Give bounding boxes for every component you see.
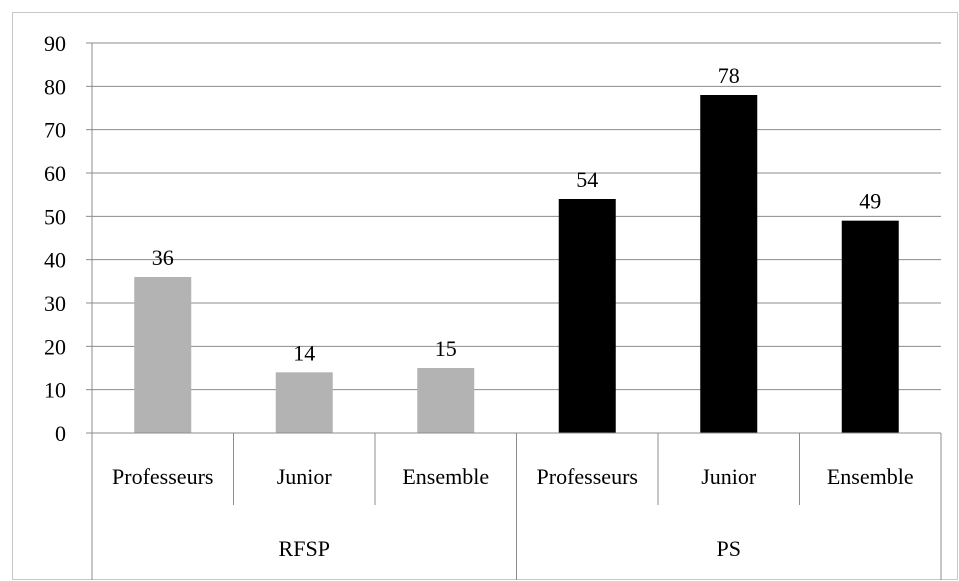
- y-tick-label: 80: [44, 74, 66, 99]
- y-tick-label: 0: [55, 421, 66, 446]
- x-category-label: Professeurs: [537, 464, 638, 489]
- bar-rfsp-ensemble: [417, 368, 475, 433]
- group-label: PS: [717, 536, 741, 561]
- x-category-label: Ensemble: [827, 464, 914, 489]
- y-tick-label: 50: [44, 204, 66, 229]
- chart-frame: [12, 12, 958, 580]
- y-tick-label: 40: [44, 248, 66, 273]
- data-label: 14: [293, 340, 315, 365]
- bar-ps-junior: [700, 95, 758, 433]
- x-category-label: Ensemble: [402, 464, 489, 489]
- data-label: 15: [435, 336, 457, 361]
- x-category-label: Professeurs: [112, 464, 213, 489]
- gridlines: [92, 42, 941, 391]
- x-category-label: Junior: [701, 464, 757, 489]
- bar-rfsp-junior: [275, 372, 333, 433]
- y-tick-label: 60: [44, 161, 66, 186]
- y-tick-label: 70: [44, 118, 66, 143]
- data-label: 78: [718, 63, 740, 88]
- y-tick-label: 30: [44, 291, 66, 316]
- x-category-label: Junior: [277, 464, 333, 489]
- data-label: 49: [859, 189, 881, 214]
- y-tick-label: 10: [44, 378, 66, 403]
- x-axis: Professeurs Junior Ensemble RFSP Professeurs…: [92, 432, 942, 580]
- data-label: 54: [576, 167, 598, 192]
- bars: [134, 95, 899, 433]
- bar-rfsp-professeurs: [134, 277, 192, 433]
- y-tick-label: 20: [44, 334, 66, 359]
- bar-ps-professeurs: [558, 199, 616, 433]
- y-tick-label: 90: [44, 31, 66, 56]
- data-label: 36: [152, 245, 174, 270]
- data-labels: 36 14 15 54 78 49: [152, 63, 882, 365]
- y-axis: 0 10 20 30 40 50 60 70 80 90: [44, 31, 93, 580]
- group-label: RFSP: [279, 536, 330, 561]
- bar-ps-ensemble: [841, 220, 899, 433]
